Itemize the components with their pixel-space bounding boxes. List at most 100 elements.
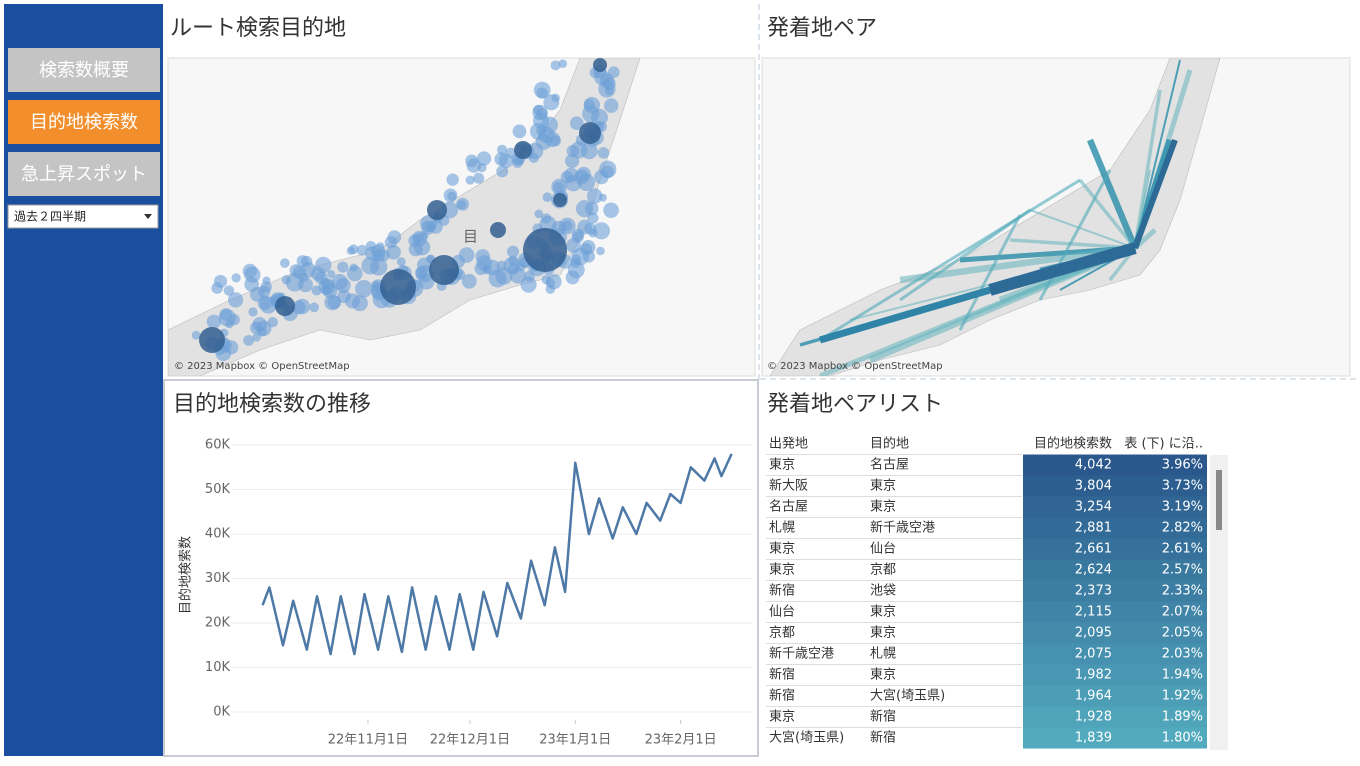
- map-dot-large: [579, 122, 601, 144]
- map-dot: [498, 153, 514, 168]
- map-dot-large: [593, 58, 607, 72]
- map-dot: [371, 280, 381, 290]
- table-cell: 新宿: [870, 730, 896, 746]
- table-cell: 東京: [870, 667, 896, 683]
- map-dot: [456, 200, 467, 210]
- table-cell: 札幌: [870, 646, 896, 662]
- nav-button[interactable]: [8, 152, 160, 196]
- table-cell-bg: [1023, 685, 1207, 707]
- scrollbar-thumb[interactable]: [1216, 470, 1222, 530]
- map-dot: [262, 276, 271, 285]
- map-dot: [191, 330, 201, 340]
- map-dot: [473, 172, 485, 184]
- map-attribution: © 2023 Mapbox © OpenStreetMap: [767, 361, 943, 372]
- nav-button[interactable]: [8, 100, 160, 144]
- table-cell: 東京: [769, 562, 795, 578]
- table-number: 1.80%: [1162, 731, 1203, 746]
- table-number: 3.96%: [1162, 458, 1203, 473]
- table-cell-bg: [1023, 601, 1207, 623]
- map-dot: [387, 230, 402, 244]
- table-cell: 新宿: [769, 688, 795, 704]
- map-dot: [279, 258, 290, 268]
- map-dot: [206, 314, 221, 329]
- pair-line: [958, 214, 1022, 331]
- map-dot: [607, 66, 620, 79]
- table-number: 2,095: [1075, 626, 1112, 641]
- table-cell-bg: [1023, 706, 1207, 728]
- map-dot: [466, 158, 481, 173]
- map-routes: [168, 58, 641, 376]
- nav-button-label[interactable]: 検索数概要: [39, 60, 129, 81]
- map-dot: [244, 276, 260, 292]
- map-dot: [361, 256, 380, 275]
- table-cell-bg: [1023, 580, 1207, 602]
- dropdown[interactable]: [7, 204, 159, 229]
- nav-button-label[interactable]: 目的地検索数: [30, 112, 138, 133]
- table-number: 2,881: [1075, 521, 1112, 536]
- table-number: 2.82%: [1162, 521, 1203, 536]
- map-dot: [310, 266, 326, 282]
- map-dot: [575, 200, 594, 218]
- y-tick-label: 20K: [205, 616, 231, 631]
- pair-line: [1078, 178, 1137, 250]
- table-number: 2,661: [1075, 542, 1112, 557]
- pair-line: [899, 208, 1031, 302]
- map-dot: [386, 245, 401, 260]
- table-cell-bg: [1023, 622, 1207, 644]
- table-header: 出発地: [769, 437, 808, 452]
- map-dot: [327, 295, 342, 310]
- x-tick-label: 22年11月1日: [328, 733, 408, 748]
- map-dot: [601, 165, 614, 179]
- map-dot: [565, 175, 582, 192]
- map-dot: [586, 188, 603, 204]
- map-title: 発着地ペア: [767, 16, 877, 41]
- y-tick-label: 0K: [213, 705, 230, 720]
- table-cell-bg: [1023, 664, 1207, 686]
- table-cell-bg: [1023, 643, 1207, 665]
- map-dot-large: [199, 327, 225, 353]
- table-cell: 東京: [870, 604, 896, 620]
- table-cell: 新宿: [870, 709, 896, 725]
- table-cell: 京都: [769, 626, 795, 641]
- table-number: 3.73%: [1162, 479, 1203, 494]
- table-title: 発着地ペアリスト: [767, 392, 943, 417]
- map-dot: [421, 220, 436, 235]
- table-cell-bg: [1023, 538, 1207, 560]
- map-dot: [497, 144, 508, 155]
- x-tick-label: 23年1月1日: [539, 733, 611, 748]
- map-dot: [446, 173, 459, 186]
- nav-button[interactable]: [8, 48, 160, 92]
- table-number: 1.92%: [1162, 689, 1203, 704]
- table-number: 2,624: [1075, 563, 1112, 578]
- table-cell: 東京: [870, 478, 896, 494]
- map-dot: [592, 222, 611, 240]
- map-dot: [476, 151, 492, 166]
- line: [261, 453, 733, 656]
- map-dot: [365, 241, 377, 252]
- map-dot: [259, 296, 278, 314]
- scrollbar[interactable]: [1210, 455, 1228, 750]
- dropdown-arrow[interactable]: [144, 214, 152, 219]
- map-dot-large: [429, 255, 459, 285]
- dropdown-label[interactable]: 過去２四半期: [14, 210, 86, 224]
- map-dot: [211, 282, 223, 294]
- map-dot: [231, 273, 241, 283]
- map-dot: [569, 116, 584, 131]
- map-dot: [337, 289, 351, 304]
- map-dot: [551, 93, 560, 102]
- map-dot: [225, 319, 234, 329]
- table-cell: 池袋: [870, 584, 896, 599]
- map-dot: [337, 261, 349, 273]
- map-dot: [570, 254, 582, 265]
- map-dot-large: [553, 193, 567, 207]
- table-number: 3.19%: [1162, 500, 1203, 515]
- map-dot: [565, 270, 580, 285]
- table-number: 2.03%: [1162, 647, 1203, 662]
- map-dot: [597, 147, 610, 159]
- table-cell-bg: [1023, 475, 1207, 497]
- x-tick-label: 23年2月1日: [645, 733, 717, 748]
- nav-button-label[interactable]: 急上昇スポット: [21, 164, 147, 185]
- table-cell-bg: [1023, 559, 1207, 581]
- table-cell: 新宿: [769, 583, 795, 599]
- map-dot: [476, 255, 492, 271]
